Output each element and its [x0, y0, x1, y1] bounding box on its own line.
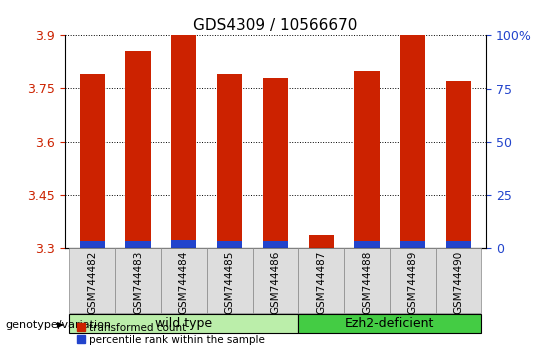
Bar — [400, 241, 426, 248]
Bar — [263, 78, 288, 248]
FancyBboxPatch shape — [298, 314, 482, 333]
Text: GSM744490: GSM744490 — [454, 251, 463, 314]
FancyBboxPatch shape — [298, 248, 344, 313]
Bar — [446, 241, 471, 248]
FancyBboxPatch shape — [207, 248, 253, 313]
FancyBboxPatch shape — [161, 248, 207, 313]
Text: GSM744485: GSM744485 — [225, 251, 234, 314]
Text: wild type: wild type — [156, 317, 212, 330]
Text: GSM744482: GSM744482 — [87, 251, 97, 314]
Bar — [217, 241, 242, 248]
Text: GSM744489: GSM744489 — [408, 251, 418, 314]
Text: GSM744487: GSM744487 — [316, 251, 326, 314]
Bar — [308, 235, 334, 248]
Text: Ezh2-deficient: Ezh2-deficient — [345, 317, 435, 330]
FancyBboxPatch shape — [115, 248, 161, 313]
FancyBboxPatch shape — [436, 248, 482, 313]
Bar — [125, 241, 151, 248]
Text: GSM744488: GSM744488 — [362, 251, 372, 314]
Text: GSM744484: GSM744484 — [179, 251, 189, 314]
Bar — [171, 35, 197, 248]
Bar — [263, 241, 288, 248]
FancyBboxPatch shape — [390, 248, 436, 313]
FancyBboxPatch shape — [253, 248, 298, 313]
Bar — [354, 241, 380, 248]
Bar — [400, 35, 426, 248]
Text: GSM744483: GSM744483 — [133, 251, 143, 314]
Legend: transformed count, percentile rank within the sample: transformed count, percentile rank withi… — [73, 318, 269, 349]
Bar — [217, 74, 242, 248]
FancyBboxPatch shape — [344, 248, 390, 313]
Bar — [80, 241, 105, 248]
Title: GDS4309 / 10566670: GDS4309 / 10566670 — [193, 18, 357, 33]
Bar — [171, 240, 197, 248]
Text: GSM744486: GSM744486 — [271, 251, 280, 314]
Bar — [80, 74, 105, 248]
Text: genotype/variation: genotype/variation — [5, 320, 111, 330]
Bar — [354, 71, 380, 248]
Bar — [125, 51, 151, 248]
Bar — [446, 81, 471, 248]
FancyBboxPatch shape — [69, 248, 115, 313]
FancyBboxPatch shape — [69, 314, 298, 333]
